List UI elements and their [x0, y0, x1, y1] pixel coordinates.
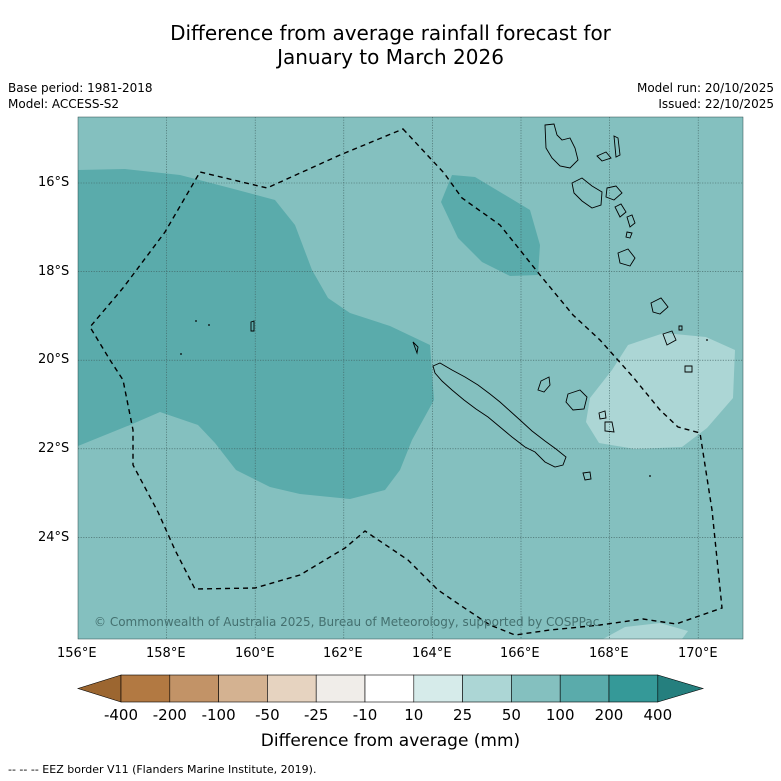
new-caledonia-mainland — [432, 362, 567, 468]
colorbar-tick-label: -100 — [201, 706, 236, 724]
lon-label-158e: 158°E — [146, 646, 186, 661]
colorbar-segment — [267, 674, 317, 703]
lon-label-168e: 168°E — [589, 646, 629, 661]
colorbar-segment — [364, 674, 415, 703]
colorbar-title: Difference from average (mm) — [260, 731, 521, 751]
colorbar-segment — [120, 674, 171, 703]
lat-label-16s: 16°S — [38, 175, 70, 190]
colorbar-segment — [559, 674, 610, 703]
lat-label-24s: 24°S — [38, 530, 70, 545]
colorbar-tick-label: 50 — [501, 706, 521, 724]
colorbar-tick-label: -200 — [152, 706, 187, 724]
vanuatu-espiritu-santo — [544, 123, 579, 169]
colorbar-tick-label: -25 — [303, 706, 329, 724]
model-run: Model run: 20/10/2025 — [636, 81, 774, 95]
colorbar-tick-label: -50 — [255, 706, 280, 724]
model-name: Model: ACCESS-S2 — [8, 97, 120, 111]
gridlines — [78, 117, 743, 639]
lon-label-156e: 156°E — [57, 646, 97, 661]
lon-label-164e: 164°E — [412, 646, 452, 661]
map-frame — [77, 116, 744, 640]
colorbar-tick-label: 200 — [594, 706, 624, 724]
colorbar — [76, 674, 705, 703]
issued-date: Issued: 22/10/2025 — [658, 97, 774, 111]
colorbar-segment — [218, 674, 268, 703]
colorbar-segment — [315, 674, 366, 703]
eez-border — [89, 128, 723, 636]
lat-label-22s: 22°S — [38, 441, 70, 456]
colorbar-tick-label: 100 — [545, 706, 575, 724]
lon-label-166e: 166°E — [500, 646, 540, 661]
colorbar-segment — [462, 674, 512, 703]
lat-label-20s: 20°S — [38, 352, 70, 367]
lon-label-160e: 160°E — [235, 646, 275, 661]
colorbar-tick-label: 400 — [643, 706, 673, 724]
lon-label-170e: 170°E — [678, 646, 718, 661]
moderate-anomaly-region-southeast — [603, 623, 688, 639]
colorbar-segment — [413, 674, 463, 703]
title-line-2: January to March 2026 — [277, 45, 504, 69]
title-line-1: Difference from average rainfall forecas… — [170, 21, 611, 45]
colorbar-segment — [608, 674, 659, 703]
moderate-anomaly-region-east — [586, 333, 735, 449]
eez-legend-note: -- -- -- EEZ border V11 (Flanders Marine… — [8, 763, 317, 776]
lat-label-18s: 18°S — [38, 264, 70, 279]
colorbar-segment — [511, 674, 561, 703]
wet-anomaly-region-west — [78, 169, 434, 499]
colorbar-tick-label: 10 — [404, 706, 424, 724]
colorbar-over-arrow — [657, 674, 705, 703]
copyright-notice: © Commonwealth of Australia 2025, Bureau… — [94, 615, 599, 629]
colorbar-tick-label: -10 — [352, 706, 378, 724]
small-islands — [180, 320, 708, 477]
colorbar-segment — [169, 674, 219, 703]
wet-anomaly-region-northeast — [441, 175, 540, 276]
coastlines — [250, 123, 693, 481]
lon-label-162e: 162°E — [323, 646, 363, 661]
colorbar-tick-label: 25 — [453, 706, 473, 724]
colorbar-under-arrow — [76, 674, 122, 703]
colorbar-tick-label: -400 — [103, 706, 139, 724]
base-period: Base period: 1981-2018 — [8, 81, 153, 95]
